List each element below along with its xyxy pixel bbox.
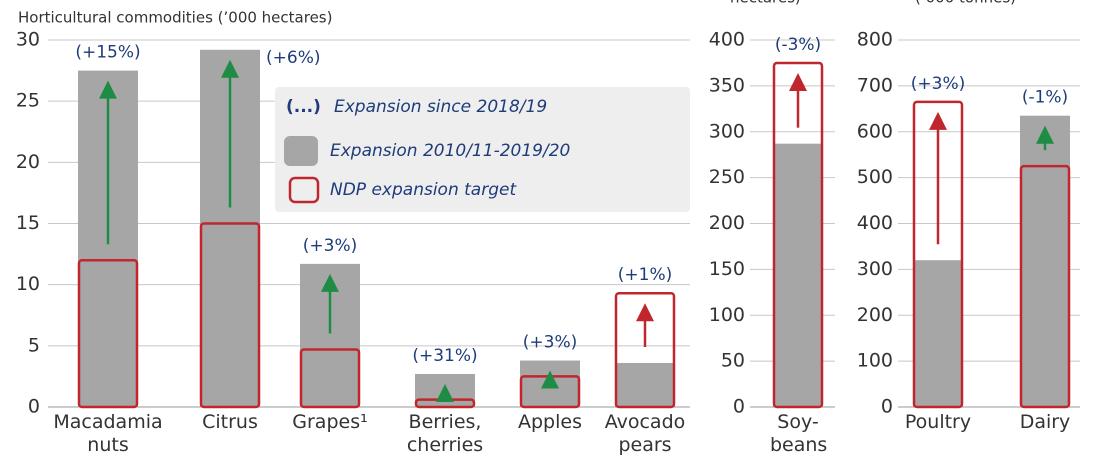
y-tick-label: 200 xyxy=(857,304,893,326)
legend-label: Expansion since 2018/19 xyxy=(334,97,547,117)
y-tick-label: 5 xyxy=(28,334,40,356)
x-tick-label: Avocado pears xyxy=(604,411,686,456)
x-tick-label: Berries, cherries xyxy=(406,411,484,456)
y-tick-label: 500 xyxy=(857,166,893,188)
value-label: (+31%) xyxy=(412,346,477,366)
y-tick-label: 800 xyxy=(857,29,893,51)
y-tick-label: 350 xyxy=(709,74,745,96)
bar xyxy=(773,143,823,408)
value-label: (+15%) xyxy=(75,43,140,63)
axis-title: Horticultural commodities (’000 hectares… xyxy=(18,9,332,27)
arrow-head xyxy=(436,383,454,402)
y-tick-label: 10 xyxy=(16,273,40,295)
target-outline xyxy=(77,258,139,409)
bar xyxy=(1020,115,1070,407)
x-tick-label: Soy-beans xyxy=(770,411,828,456)
arrow-head xyxy=(636,303,654,322)
y-tick-label: 250 xyxy=(709,166,745,188)
value-label: (-1%) xyxy=(1022,88,1068,108)
arrow-head xyxy=(789,72,807,91)
y-tick-label: 30 xyxy=(16,29,40,51)
target-outline xyxy=(772,61,824,409)
change-arrow xyxy=(541,370,559,389)
arrow-head xyxy=(929,111,947,130)
y-tick-label: 150 xyxy=(709,258,745,280)
change-arrow xyxy=(929,111,947,245)
y-tick-label: 25 xyxy=(16,90,40,112)
change-arrow xyxy=(636,303,654,347)
value-label: (+1%) xyxy=(618,265,672,285)
bar xyxy=(615,362,675,407)
target-outline xyxy=(199,222,261,409)
y-tick-label: 300 xyxy=(709,120,745,142)
arrow-head xyxy=(321,273,339,292)
y-tick-label: 100 xyxy=(709,304,745,326)
y-tick-label: 50 xyxy=(721,350,745,372)
y-tick-label: 200 xyxy=(709,212,745,234)
value-label: (+3%) xyxy=(303,236,357,256)
change-arrow xyxy=(99,80,117,245)
arrow-head xyxy=(99,80,117,99)
value-label: (+3%) xyxy=(523,333,577,353)
arrow-head xyxy=(541,370,559,389)
value-label: (+6%) xyxy=(266,48,320,68)
y-tick-label: 20 xyxy=(16,151,40,173)
legend-swatch xyxy=(288,176,320,204)
value-label: (+3%) xyxy=(911,74,965,94)
bar xyxy=(913,260,963,407)
x-tick-label: Poultry xyxy=(904,411,972,433)
y-tick-label: 0 xyxy=(733,396,745,418)
y-tick-label: 0 xyxy=(881,396,893,418)
legend-box xyxy=(275,87,690,212)
target-outline xyxy=(299,348,361,409)
arrow-head xyxy=(1036,125,1054,144)
legend-label: Expansion 2010/11-2019/20 xyxy=(330,141,570,161)
target-outline xyxy=(912,100,964,409)
legend-symbol: (...) xyxy=(286,97,321,117)
legend-swatch xyxy=(284,136,318,166)
y-tick-label: 400 xyxy=(709,29,745,51)
change-arrow xyxy=(321,273,339,334)
y-tick-label: 600 xyxy=(857,120,893,142)
y-tick-label: 400 xyxy=(857,212,893,234)
change-arrow xyxy=(1036,125,1054,151)
change-arrow xyxy=(436,383,454,402)
x-tick-label: Dairy xyxy=(1019,411,1071,433)
x-tick-label: Macadamia nuts xyxy=(53,411,163,456)
y-tick-label: 0 xyxy=(28,396,40,418)
target-outline xyxy=(1019,164,1071,409)
value-label: (-3%) xyxy=(775,35,821,55)
x-tick-label: Citrus xyxy=(202,411,258,433)
x-tick-label: Apples xyxy=(518,411,582,433)
arrow-head xyxy=(221,59,239,78)
legend-label: NDP expansion target xyxy=(330,180,517,200)
target-outline xyxy=(614,291,676,409)
change-arrow xyxy=(221,59,239,208)
y-tick-label: 15 xyxy=(16,212,40,234)
change-arrow xyxy=(789,72,807,128)
axis-title: (’000 tonnes) xyxy=(915,0,1016,7)
y-tick-label: 100 xyxy=(857,350,893,372)
y-tick-label: 700 xyxy=(857,74,893,96)
axis-title: hectares) xyxy=(730,0,801,7)
y-tick-label: 300 xyxy=(857,258,893,280)
x-tick-label: Grapes¹ xyxy=(292,411,368,433)
